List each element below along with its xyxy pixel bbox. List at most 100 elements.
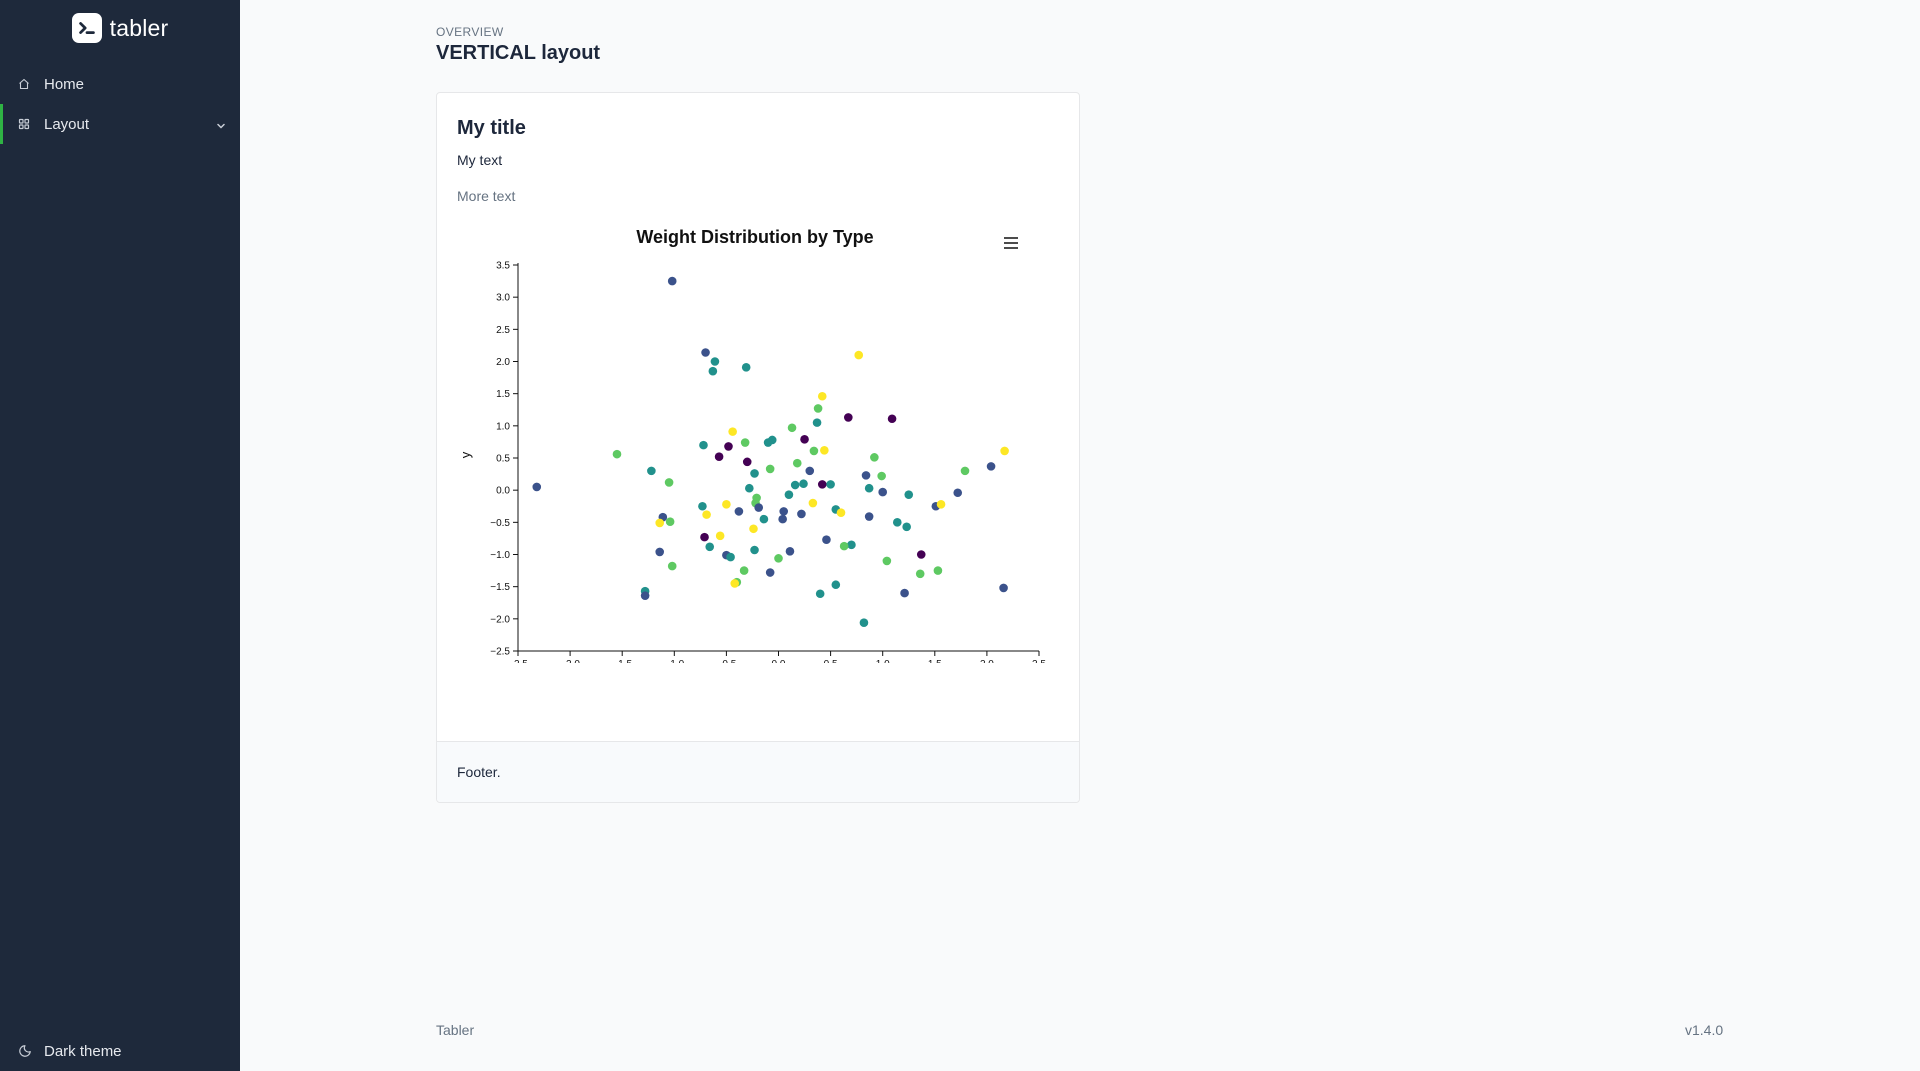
scatter-point <box>936 500 946 509</box>
scatter-point <box>864 483 874 493</box>
x-tick-label: 0.0 <box>772 659 786 663</box>
y-tick-label: −2.5 <box>490 647 510 658</box>
x-tick-label: 1.5 <box>928 659 942 663</box>
scatter-point <box>785 546 795 556</box>
y-tick-label: 2.0 <box>496 357 510 368</box>
scatter-point <box>817 391 827 401</box>
y-tick-label: −1.0 <box>490 550 510 561</box>
scatter-point <box>763 438 773 447</box>
scatter-point <box>739 566 749 575</box>
sidebar: tabler Home Layout Dark theme <box>0 0 240 1071</box>
scatter-point <box>861 471 871 480</box>
scatter-point <box>822 535 831 545</box>
y-tick-label: −1.5 <box>490 582 510 593</box>
scatter-point <box>870 453 879 462</box>
scatter-point <box>847 540 856 550</box>
scatter-point <box>700 532 709 542</box>
tabler-logo-icon <box>71 13 102 43</box>
scatter-point <box>612 449 622 459</box>
scatter-point <box>809 446 819 456</box>
scatter-point <box>933 566 943 575</box>
scatter-point <box>831 580 841 590</box>
brand-name: tabler <box>109 14 169 41</box>
brand[interactable]: tabler <box>0 0 240 56</box>
footer-brand-link[interactable]: Tabler <box>436 1022 475 1038</box>
sidebar-item-layout[interactable]: Layout <box>0 104 240 144</box>
chart-svg: Weight Distribution by Type −2.5 −2.0 −1.5… <box>458 227 1046 684</box>
scatter-point <box>765 464 775 474</box>
scatter-point <box>740 438 750 447</box>
scatter-point <box>953 488 963 498</box>
scatter-point <box>817 480 827 489</box>
scatter-point <box>808 498 818 508</box>
scatter-point <box>749 524 758 534</box>
dark-theme-toggle[interactable]: Dark theme <box>0 1031 240 1071</box>
x-tick-label: 1.0 <box>876 659 890 663</box>
dark-theme-label: Dark theme <box>44 1042 122 1060</box>
x-tick-label: 0.5 <box>824 659 838 663</box>
x-tick-label: −2.0 <box>560 659 580 663</box>
scatter-point <box>647 466 656 476</box>
scatter-point <box>655 547 665 557</box>
hamburger-menu-icon[interactable] <box>1001 233 1021 253</box>
sidebar-item-home[interactable]: Home <box>0 64 240 104</box>
scatter-point <box>701 348 710 357</box>
scatter-point <box>667 561 677 571</box>
card-text: My text <box>457 152 503 168</box>
scatter-point <box>667 276 677 286</box>
scatter-point <box>844 413 853 422</box>
y-tick-label: 1.5 <box>496 389 510 400</box>
y-tick-label: −0.5 <box>490 518 510 529</box>
scatter-point <box>877 471 886 481</box>
scatter-point <box>815 589 825 599</box>
sidebar-nav: Home Layout <box>0 64 240 144</box>
scatter-point <box>787 423 797 433</box>
x-tick-label: 2.5 <box>1032 659 1046 663</box>
scatter-point <box>792 458 802 468</box>
scatter-point <box>859 618 869 627</box>
scatter-point <box>774 554 783 563</box>
footer-version[interactable]: v1.4.0 <box>1685 1022 1724 1038</box>
scatter-point <box>730 579 740 588</box>
scatter-point <box>916 550 926 559</box>
scatter-point <box>839 541 849 551</box>
card-muted-text: More text <box>457 188 516 204</box>
content-card: My title My text More text Weight Distri… <box>436 92 1080 803</box>
card-footer: Footer. <box>437 741 1079 802</box>
scatter-point <box>960 466 970 476</box>
layout-grid-icon <box>18 118 30 130</box>
scatter-point <box>640 591 650 600</box>
y-tick-label: 0.0 <box>496 486 510 497</box>
scatter-point <box>1000 446 1009 456</box>
scatter-point <box>710 357 720 366</box>
scatter-point <box>878 487 887 497</box>
scatter-point <box>778 514 787 524</box>
scatter-point <box>705 542 715 552</box>
scatter-point <box>664 478 674 487</box>
scatter-point <box>813 404 823 413</box>
y-axis-label: y <box>458 451 473 458</box>
sidebar-item-label: Layout <box>44 115 90 133</box>
scatter-point <box>741 362 751 372</box>
scatter-point <box>532 482 542 492</box>
scatter-point <box>715 531 725 541</box>
scatter-point <box>699 440 708 450</box>
scatter-point <box>854 350 864 360</box>
card-footer-text: Footer. <box>457 764 501 780</box>
x-tick-label: −1.0 <box>664 659 684 663</box>
scatter-point <box>790 480 800 490</box>
scatter-point <box>800 435 809 444</box>
scatter-point <box>728 427 737 436</box>
x-tick-label: 2.0 <box>980 659 994 663</box>
y-tick-label: 0.5 <box>496 454 510 465</box>
scatter-point <box>722 500 731 509</box>
y-tick-label: −2.0 <box>490 614 510 625</box>
scatter-point <box>812 418 822 427</box>
scatter-point <box>784 490 794 499</box>
scatter-point <box>750 545 759 555</box>
moon-icon <box>18 1044 32 1058</box>
scatter-chart: Weight Distribution by Type −2.5 −2.0 −1.5… <box>455 223 1055 684</box>
scatter-point <box>887 414 897 424</box>
chart-title: Weight Distribution by Type <box>636 227 873 247</box>
scatter-point <box>799 479 808 489</box>
